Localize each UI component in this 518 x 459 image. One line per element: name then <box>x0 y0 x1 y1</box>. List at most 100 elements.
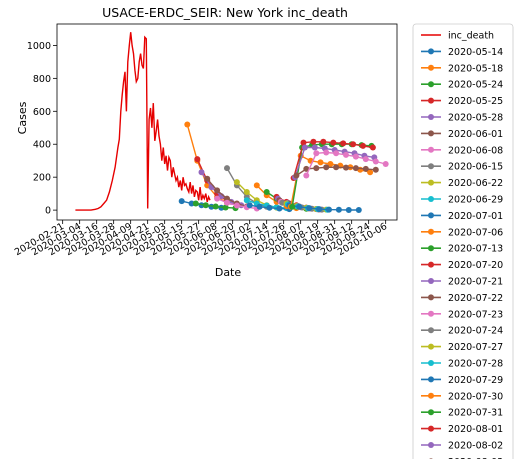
data-point-2020-08-10 <box>343 151 349 158</box>
legend-label: 2020-07-28 <box>448 359 503 370</box>
data-point-2020-08-01 <box>310 138 317 145</box>
data-point-2020-07-29 <box>355 207 362 213</box>
legend-label: 2020-07-31 <box>448 408 503 419</box>
legend-label: 2020-07-01 <box>448 211 503 222</box>
legend-label: 2020-07-23 <box>448 309 503 320</box>
data-point-2020-07-01 <box>246 202 253 209</box>
data-point-2020-07-29 <box>345 207 352 213</box>
data-point-2020-08-01 <box>320 138 327 145</box>
data-point-2020-05-18 <box>184 121 191 128</box>
data-point-2020-08-03 <box>323 164 330 171</box>
data-point-2020-06-08 <box>214 195 221 202</box>
legend-marker <box>428 409 434 416</box>
data-point-2020-08-03 <box>293 172 300 179</box>
legend-marker <box>428 228 434 235</box>
y-tick-label: 600 <box>33 107 51 118</box>
data-point-2020-08-01 <box>350 141 357 148</box>
data-point-2020-08-02 <box>301 144 308 151</box>
legend-label: 2020-05-14 <box>448 47 503 58</box>
legend-marker <box>428 392 434 399</box>
legend-label: 2020-07-20 <box>448 260 503 271</box>
axes: 020040060080010002020-02-212020-03-04202… <box>13 41 389 258</box>
legend-marker <box>428 163 434 170</box>
data-point-2020-08-10 <box>362 156 369 163</box>
data-point-2020-07-01 <box>276 205 283 212</box>
legend-label: 2020-08-03 <box>448 457 503 459</box>
data-point-2020-08-03 <box>343 164 349 171</box>
legend: inc_death 2020-05-14 2020-05-18 2020-05-24 2… <box>412 23 514 459</box>
data-point-2020-08-03 <box>313 165 320 172</box>
data-point-2020-08-03 <box>372 166 379 173</box>
data-point-2020-08-10 <box>352 153 359 160</box>
data-point-2020-08-01 <box>360 142 366 149</box>
legend-marker <box>428 425 434 432</box>
legend-label: 2020-06-29 <box>448 195 503 206</box>
legend-marker <box>428 278 434 284</box>
data-point-2020-07-30 <box>317 159 324 166</box>
y-tick-label: 0 <box>45 206 51 217</box>
data-point-2020-07-13 <box>263 189 270 195</box>
data-point-2020-05-24 <box>192 200 199 207</box>
data-point-2020-07-01 <box>266 204 273 211</box>
data-point-2020-07-29 <box>296 203 303 210</box>
data-point-2020-07-29 <box>335 206 342 213</box>
data-point-2020-08-10 <box>323 149 330 156</box>
data-point-2020-07-31 <box>289 203 296 210</box>
legend-marker <box>428 114 434 120</box>
legend-label: 2020-07-29 <box>448 375 503 386</box>
data-point-2020-06-22 <box>233 179 240 186</box>
data-point-2020-08-03 <box>352 165 359 172</box>
data-point-2020-07-06 <box>253 182 260 189</box>
data-point-2020-06-08 <box>233 202 240 209</box>
data-point-2020-08-01 <box>330 139 337 146</box>
legend-label: 2020-07-27 <box>448 342 503 353</box>
legend-marker <box>428 146 434 153</box>
data-point-2020-07-29 <box>316 206 323 213</box>
legend-label: 2020-07-30 <box>448 391 503 402</box>
data-point-2020-06-22 <box>243 189 250 195</box>
data-point-2020-08-10 <box>382 161 389 167</box>
legend-marker <box>428 245 434 252</box>
data-point-2020-05-24 <box>202 202 209 209</box>
legend-marker <box>428 343 434 350</box>
legend-label: 2020-08-01 <box>448 424 503 435</box>
data-point-2020-06-29 <box>243 197 250 204</box>
data-point-2020-07-30 <box>327 161 334 167</box>
legend-label: 2020-06-22 <box>448 178 503 189</box>
legend-label: 2020-08-02 <box>448 441 503 452</box>
data-point-2020-05-24 <box>222 204 229 211</box>
plot-frame <box>56 23 398 221</box>
data-point-2020-05-28 <box>198 169 205 176</box>
data-point-2020-07-29 <box>326 206 332 213</box>
data-point-2020-08-03 <box>333 164 340 171</box>
legend-label: 2020-06-08 <box>448 145 503 156</box>
data-point-2020-08-02 <box>311 144 318 151</box>
data-point-2020-07-30 <box>367 169 374 176</box>
data-point-2020-08-10 <box>333 150 340 157</box>
legend-label: 2020-06-15 <box>448 162 503 173</box>
data-point-2020-06-01 <box>224 195 230 202</box>
legend-label: 2020-05-25 <box>448 96 503 107</box>
data-point-2020-08-03 <box>362 165 369 172</box>
data-point-2020-06-01 <box>204 175 211 182</box>
y-tick-label: 200 <box>33 173 51 184</box>
chart-title: USACE-ERDC_SEIR: New York inc_death <box>102 5 348 20</box>
legend-label: 2020-05-28 <box>448 113 503 124</box>
legend-marker <box>428 212 434 219</box>
plot-area <box>75 32 389 213</box>
data-point-2020-05-25 <box>194 156 201 163</box>
legend-marker <box>428 64 434 71</box>
data-point-2020-05-14 <box>178 198 185 205</box>
data-point-2020-08-01 <box>300 139 307 146</box>
x-axis-label: Date <box>215 266 242 279</box>
y-axis-label: Cases <box>16 101 29 134</box>
data-point-2020-08-10 <box>313 150 320 157</box>
legend-label: 2020-07-22 <box>448 293 503 304</box>
legend-marker <box>428 261 434 268</box>
legend-marker <box>428 81 434 88</box>
legend-marker <box>428 360 434 366</box>
data-point-2020-07-29 <box>306 205 313 212</box>
legend-marker <box>428 327 434 334</box>
y-tick-label: 400 <box>33 140 51 151</box>
data-point-2020-07-01 <box>256 203 263 210</box>
